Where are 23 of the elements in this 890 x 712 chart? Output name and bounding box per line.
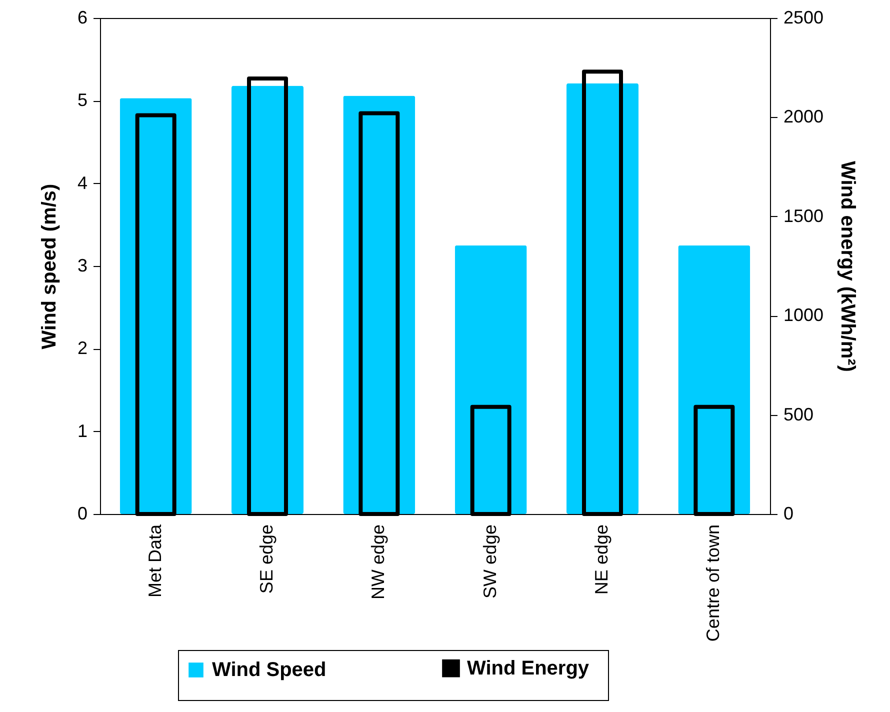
legend-label: Wind Speed	[212, 659, 326, 681]
y2-tick-label: 2500	[784, 8, 824, 28]
x-tick-label: Centre of town	[703, 524, 724, 642]
x-tick-label: Met Data	[144, 524, 165, 598]
y2-tick-label: 1000	[784, 305, 824, 326]
y2-tick-label: 500	[784, 404, 814, 424]
x-tick-label: NW edge	[368, 524, 388, 600]
y-tick-label: 6	[77, 8, 88, 28]
y2-tick-label: 1500	[784, 206, 824, 226]
y-tick-label: 4	[77, 172, 88, 193]
y2-tick-label: 0	[784, 504, 794, 524]
x-tick-label: NE edge	[592, 524, 612, 595]
y-tick-label: 1	[77, 420, 88, 441]
y-tick-label: 5	[77, 90, 88, 110]
y-tick-label: 0	[77, 504, 88, 524]
y-tick-label: 3	[77, 256, 88, 276]
y-axis-title: Wind speed (m/s)	[38, 184, 60, 350]
x-tick-label: SW edge	[480, 524, 500, 599]
y2-tick-label: 2000	[784, 106, 824, 127]
legend-label: Wind Energy	[467, 657, 590, 680]
x-tick-label: SE edge	[256, 524, 276, 594]
y-tick-label: 2	[77, 338, 88, 358]
y2-axis-title: Wind energy (kWh/m²)	[836, 161, 859, 372]
